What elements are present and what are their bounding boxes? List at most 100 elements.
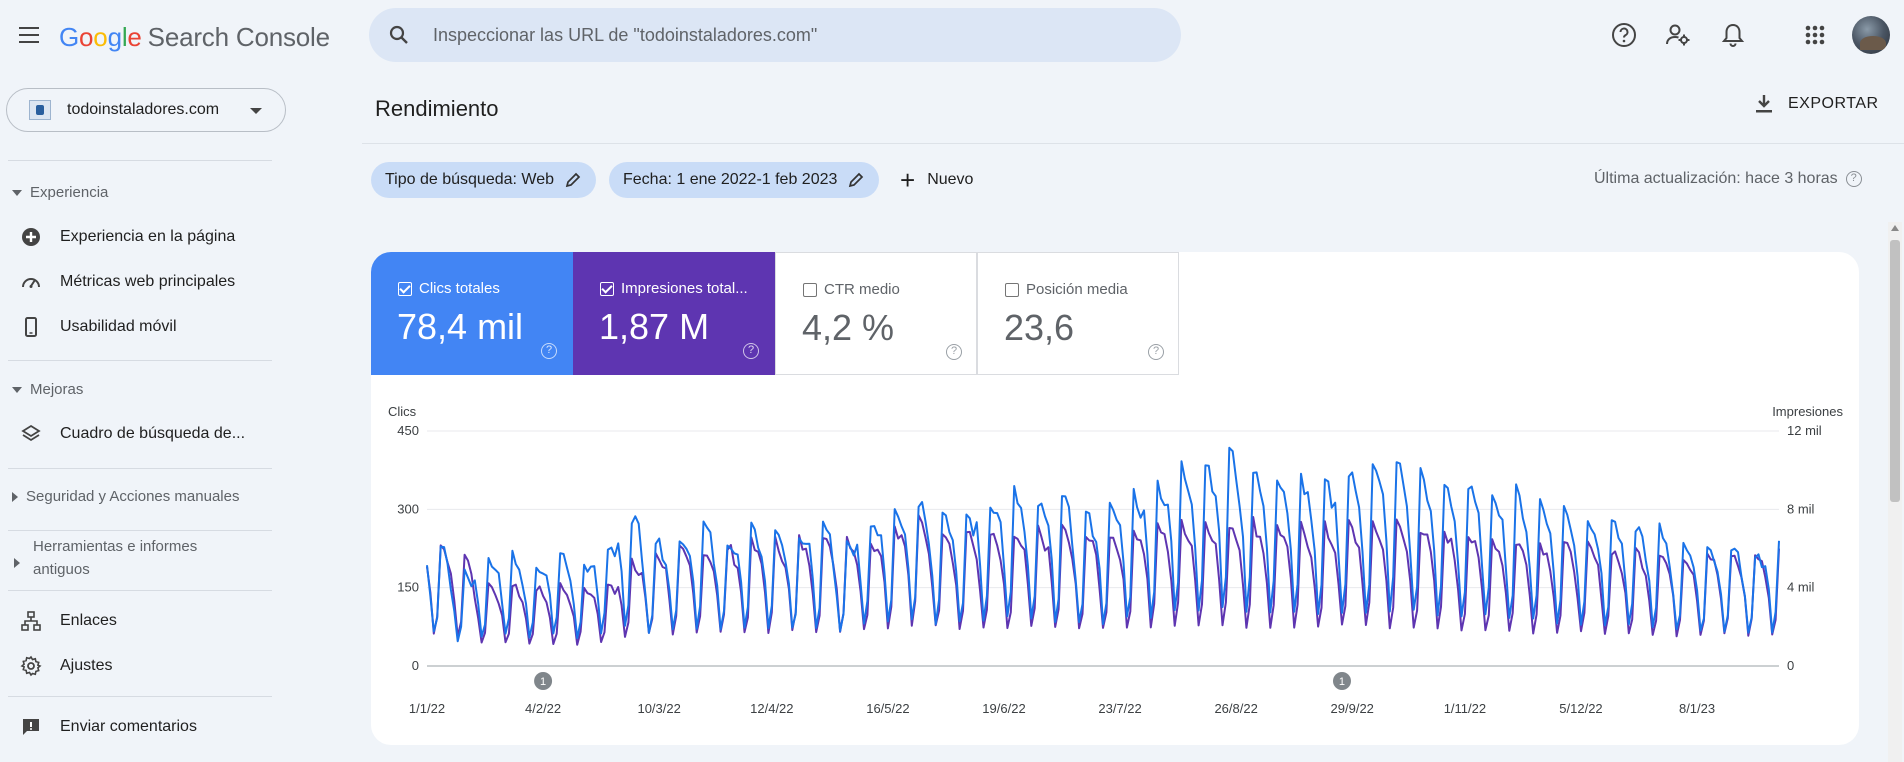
page-title: Rendimiento — [375, 96, 499, 121]
scroll-up-arrow-icon[interactable] — [1891, 225, 1899, 231]
sidebar-item-label: Cuadro de búsqueda de... — [60, 425, 246, 442]
speedometer-icon — [22, 278, 40, 288]
divider — [8, 360, 272, 361]
sidebar-item-core-web-vitals[interactable]: Métricas web principales — [0, 262, 280, 302]
page-scrollbar[interactable] — [1888, 222, 1902, 762]
export-label: EXPORTAR — [1788, 95, 1879, 112]
right-tick-label: 8 mil — [1787, 501, 1815, 516]
search-icon[interactable] — [387, 23, 411, 47]
search-console-logo[interactable]: Google Search Console — [59, 22, 330, 53]
sidebar-item-label: Enlaces — [60, 612, 117, 629]
property-selector[interactable]: todoinstaladores.com — [6, 88, 286, 132]
send-feedback-button[interactable]: Enviar comentarios — [0, 707, 280, 747]
menu-icon[interactable] — [14, 20, 44, 50]
apps-grid-icon[interactable] — [1801, 21, 1829, 49]
checkbox-unchecked-icon[interactable] — [803, 282, 817, 297]
x-tick-label: 26/8/22 — [1214, 701, 1257, 716]
checkbox-checked-icon[interactable] — [398, 281, 412, 296]
layers-icon — [21, 424, 41, 442]
x-tick-label: 23/7/22 — [1098, 701, 1141, 716]
avatar[interactable] — [1852, 16, 1890, 54]
sidebar-item-label: Experiencia en la página — [60, 228, 236, 245]
sitemap-icon — [21, 611, 41, 631]
x-tick-label: 29/9/22 — [1331, 701, 1374, 716]
sidebar: todoinstaladores.com Experiencia Experie… — [0, 72, 286, 762]
x-tick-label: 1/11/22 — [1444, 701, 1486, 716]
clicks-series-line — [426, 446, 1780, 643]
divider — [362, 143, 1904, 144]
performance-chart[interactable]: Clics Impresiones 450 12 mil 300 8 mil 150 4 mi… — [371, 252, 1859, 745]
metric-label: Clics totales — [419, 280, 500, 297]
left-tick-label: 150 — [397, 580, 419, 595]
help-icon[interactable]: ? — [541, 343, 557, 359]
section-label: Experiencia — [30, 184, 109, 201]
x-tick-label: 10/3/22 — [637, 701, 680, 716]
edit-pencil-icon[interactable] — [564, 171, 582, 189]
download-icon — [1756, 95, 1772, 113]
edit-pencil-icon[interactable] — [847, 171, 865, 189]
annotation-label: 1 — [540, 676, 546, 688]
section-experiencia[interactable]: Experiencia — [12, 184, 108, 201]
help-icon[interactable] — [1610, 21, 1638, 49]
logo-letter: G — [59, 22, 80, 52]
help-icon[interactable]: ? — [1148, 344, 1164, 360]
notifications-icon[interactable] — [1719, 21, 1747, 49]
product-name: Search Console — [147, 22, 330, 52]
metric-card-ctr[interactable]: CTR medio 4,2 % ? — [775, 252, 977, 375]
metric-value: 78,4 mil — [397, 306, 524, 347]
help-icon[interactable]: ? — [743, 343, 759, 359]
sidebar-item-sitelinks-searchbox[interactable]: Cuadro de búsqueda de... — [0, 414, 280, 454]
logo-letter: e — [127, 22, 142, 52]
search-type-filter-chip[interactable]: Tipo de búsqueda: Web — [371, 162, 597, 198]
section-seguridad[interactable]: Seguridad y Acciones manuales — [12, 488, 239, 505]
metric-card-impressions[interactable]: Impresiones total... 1,87 M ? — [573, 252, 775, 375]
annotation-marker — [534, 672, 553, 690]
performance-card: Clics totales 78,4 mil ? Impresiones tot… — [371, 252, 1859, 745]
section-label: Mejoras — [30, 381, 84, 398]
property-name: todoinstaladores.com — [67, 101, 220, 118]
divider — [8, 530, 272, 531]
left-tick-label: 0 — [412, 658, 419, 673]
last-update-text: Última actualización: hace 3 horas — [1594, 170, 1838, 187]
sidebar-item-label: Enviar comentarios — [60, 718, 197, 735]
annotation-label: 1 — [1339, 676, 1345, 688]
export-button[interactable]: EXPORTAR — [1752, 92, 1879, 116]
left-axis-title: Clics — [388, 404, 417, 419]
chip-label: Fecha: 1 ene 2022-1 feb 2023 — [623, 171, 838, 188]
right-tick-label: 0 — [1787, 658, 1794, 673]
metric-label: Impresiones total... — [621, 280, 748, 297]
x-tick-label: 1/1/22 — [409, 701, 445, 716]
url-inspection-search — [369, 8, 1181, 62]
annotation-marker — [1332, 672, 1351, 690]
divider — [8, 468, 272, 469]
logo-letter: g — [107, 22, 122, 52]
sidebar-item-links[interactable]: Enlaces — [0, 601, 280, 641]
date-filter-chip[interactable]: Fecha: 1 ene 2022-1 feb 2023 — [609, 162, 880, 198]
x-tick-label: 19/6/22 — [982, 701, 1025, 716]
section-herramientas[interactable]: Herramientas e informes antiguos — [12, 535, 243, 581]
section-mejoras[interactable]: Mejoras — [12, 381, 83, 398]
sidebar-item-mobile-usability[interactable]: Usabilidad móvil — [0, 307, 280, 347]
help-icon[interactable]: ? — [946, 344, 962, 360]
metric-value: 4,2 % — [802, 307, 895, 348]
chip-label: Tipo de búsqueda: Web — [385, 171, 555, 188]
plus-circle-icon — [22, 228, 40, 246]
metric-card-clicks[interactable]: Clics totales 78,4 mil ? — [371, 252, 573, 375]
left-tick-label: 300 — [397, 501, 419, 516]
metric-label: CTR medio — [824, 281, 900, 298]
help-icon[interactable]: ? — [1845, 171, 1862, 187]
gear-icon — [20, 655, 42, 677]
sidebar-item-page-experience[interactable]: Experiencia en la página — [0, 217, 280, 257]
user-settings-icon[interactable] — [1664, 21, 1692, 49]
plus-icon: + — [900, 165, 916, 195]
add-filter-button[interactable]: + Nuevo — [900, 164, 973, 196]
scrollbar-thumb[interactable] — [1890, 240, 1900, 502]
checkbox-checked-icon[interactable] — [600, 281, 614, 296]
metric-card-position[interactable]: Posición media 23,6 ? — [977, 252, 1179, 375]
section-label: Seguridad y Acciones manuales — [26, 488, 240, 505]
right-tick-label: 12 mil — [1787, 423, 1822, 438]
url-inspection-input[interactable] — [433, 8, 1153, 62]
logo-letter: o — [93, 22, 108, 52]
sidebar-item-settings[interactable]: Ajustes — [0, 646, 280, 686]
checkbox-unchecked-icon[interactable] — [1005, 282, 1019, 297]
